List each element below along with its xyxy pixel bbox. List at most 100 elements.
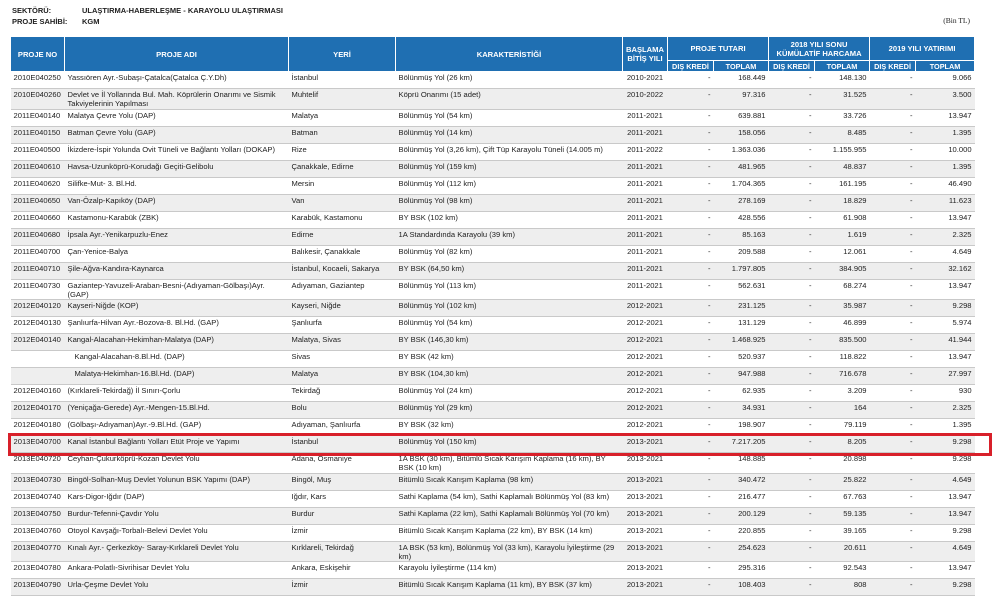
cell-tutar-toplam: 168.449 <box>713 71 769 89</box>
cell-yeri: Edirne <box>288 228 396 246</box>
cell-tutar-toplam: 97.316 <box>713 88 769 110</box>
cell-karakteristik: BY BSK (64,50 km) <box>395 262 623 280</box>
table-row: 2013E040700 Kanal İstanbul Bağlantı Yolla… <box>10 435 975 454</box>
cell-tutar-toplam: 131.129 <box>713 316 769 335</box>
cell-yatirim-toplam: 930 <box>915 384 975 403</box>
cell-proje-adi: Yassıören Ayr.-Subaşı-Çatalca(Çatalca Ç.… <box>64 71 289 89</box>
cell-tutar-toplam: 254.623 <box>713 541 769 563</box>
cell-proje-no: 2013E040770 <box>10 541 65 563</box>
cell-kumulatif-toplam: 835.500 <box>814 333 870 352</box>
cell-yatirim-dis-kredi: - <box>869 109 916 127</box>
cell-yeri: Van <box>288 194 396 212</box>
cell-yatirim-toplam: 41.944 <box>915 333 975 352</box>
cell-proje-adi: Bingöl-Solhan-Muş Devlet Yolunun BSK Yap… <box>64 473 289 491</box>
cell-yatirim-toplam: 9.298 <box>915 299 975 318</box>
cell-proje-adi: Malatya Çevre Yolu (DAP) <box>64 109 289 127</box>
cell-kumulatif-toplam: 20.611 <box>814 541 870 563</box>
cell-tutar-toplam: 231.125 <box>713 299 769 318</box>
cell-yatirim-dis-kredi: - <box>869 316 916 335</box>
cell-proje-no: 2010E040260 <box>10 88 65 110</box>
cell-kumulatif-dis-kredi: - <box>768 211 815 229</box>
cell-proje-no <box>10 350 65 369</box>
cell-proje-adi: (Yeniçağa-Gerede) Ayr.-Mengen-15.Bl.Hd. <box>64 401 289 420</box>
cell-yil: 2013-2021 <box>622 452 668 474</box>
cell-tutar-toplam: 947.988 <box>713 367 769 386</box>
cell-tutar-dis-kredi: - <box>667 435 714 454</box>
cell-tutar-dis-kredi: - <box>667 177 714 195</box>
cell-yil: 2013-2021 <box>622 435 668 454</box>
cell-yatirim-dis-kredi: - <box>869 143 916 161</box>
cell-karakteristik: Sathi Kaplama (22 km), Sathi Kaplamalı B… <box>395 507 623 525</box>
cell-karakteristik: Bölünmüş Yol (3,26 km), Çift Tüp Karayol… <box>395 143 623 161</box>
cell-yeri: Balıkesir, Çanakkale <box>288 245 396 263</box>
cell-proje-adi: Havsa-Uzunköprü-Korudağı Geçiti-Gelibolu <box>64 160 289 178</box>
cell-tutar-dis-kredi: - <box>667 88 714 110</box>
cell-kumulatif-toplam: 8.205 <box>814 435 870 454</box>
table-row: 2013E040780 Ankara-Polatlı-Sivrihisar Dev… <box>10 561 975 580</box>
table-row: 2011E040140 Malatya Çevre Yolu (DAP) Malat… <box>10 109 975 127</box>
cell-yatirim-toplam: 3.500 <box>915 88 975 110</box>
unit-note: (Bin TL) <box>943 16 970 25</box>
cell-yeri: Şanlıurfa <box>288 316 396 335</box>
cell-karakteristik: 1A BSK (53 km), Bölünmüş Yol (33 km), Ka… <box>395 541 623 563</box>
cell-proje-no <box>10 367 65 386</box>
cell-kumulatif-toplam: 18.829 <box>814 194 870 212</box>
cell-tutar-dis-kredi: - <box>667 561 714 580</box>
cell-karakteristik: Bölünmüş Yol (112 km) <box>395 177 623 195</box>
cell-tutar-dis-kredi: - <box>667 126 714 144</box>
cell-yatirim-toplam: 1.395 <box>915 160 975 178</box>
cell-proje-adi: Batman Çevre Yolu (GAP) <box>64 126 289 144</box>
cell-proje-adi: Burdur-Tefenni-Çavdır Yolu <box>64 507 289 525</box>
cell-tutar-toplam: 34.931 <box>713 401 769 420</box>
cell-karakteristik: Bölünmüş Yol (113 km) <box>395 279 623 301</box>
table-row: 2013E040790 Urla-Çeşme Devlet Yolu İzmir Bi… <box>10 578 975 597</box>
cell-yeri: Karabük, Kastamonu <box>288 211 396 229</box>
cell-yatirim-toplam: 4.649 <box>915 541 975 563</box>
cell-tutar-toplam: 639.881 <box>713 109 769 127</box>
cell-proje-no: 2011E040650 <box>10 194 65 212</box>
cell-tutar-dis-kredi: - <box>667 228 714 246</box>
cell-yatirim-dis-kredi: - <box>869 211 916 229</box>
header-toplam: TOPLAM <box>814 60 871 72</box>
header-kumulatif: 2018 YILI SONU KÜMÜLATİF HARCAMA <box>768 36 871 61</box>
cell-karakteristik: 1A BSK (30 km), Bitümlü Sıcak Karışım Ka… <box>395 452 623 474</box>
cell-yil: 2013-2021 <box>622 561 668 580</box>
cell-tutar-dis-kredi: - <box>667 316 714 335</box>
cell-tutar-dis-kredi: - <box>667 71 714 89</box>
header-proje-tutari: PROJE TUTARI <box>666 36 770 61</box>
cell-proje-no: 2011E040500 <box>10 143 65 161</box>
cell-yeri: Tekirdağ <box>288 384 396 403</box>
highlight-box <box>8 432 992 456</box>
cell-kumulatif-toplam: 1.155.955 <box>814 143 870 161</box>
cell-karakteristik: Bitümlü Sıcak Karışım Kaplama (98 km) <box>395 473 623 491</box>
cell-tutar-dis-kredi: - <box>667 160 714 178</box>
cell-yatirim-dis-kredi: - <box>869 194 916 212</box>
cell-yeri: Adıyaman, Gaziantep <box>288 279 396 301</box>
table-row: 2011E040730 Gaziantep-Yavuzeli-Araban-Bes… <box>10 279 975 301</box>
cell-yatirim-toplam: 9.298 <box>915 578 975 597</box>
cell-karakteristik: BY BSK (146,30 km) <box>395 333 623 352</box>
cell-karakteristik: Bölünmüş Yol (82 km) <box>395 245 623 263</box>
cell-tutar-toplam: 216.477 <box>713 490 769 508</box>
cell-proje-adi: (Kırklareli-Tekirdağ) İl Sınırı-Çorlu <box>64 384 289 403</box>
cell-yatirim-dis-kredi: - <box>869 88 916 110</box>
cell-tutar-dis-kredi: - <box>667 524 714 542</box>
cell-proje-adi: Ankara-Polatlı-Sivrihisar Devlet Yolu <box>64 561 289 580</box>
cell-proje-adi: Devlet ve İl Yollarında Bul. Mah. Köprül… <box>64 88 289 110</box>
cell-karakteristik: 1A Standardında Karayolu (39 km) <box>395 228 623 246</box>
cell-kumulatif-toplam: 61.908 <box>814 211 870 229</box>
cell-yatirim-toplam: 13.947 <box>915 350 975 369</box>
cell-proje-no: 2011E040660 <box>10 211 65 229</box>
cell-yatirim-toplam: 46.490 <box>915 177 975 195</box>
cell-yatirim-toplam: 13.947 <box>915 279 975 301</box>
cell-tutar-toplam: 85.163 <box>713 228 769 246</box>
cell-kumulatif-toplam: 808 <box>814 578 870 597</box>
cell-tutar-toplam: 340.472 <box>713 473 769 491</box>
cell-yatirim-dis-kredi: - <box>869 578 916 597</box>
table-row: 2010E040250 Yassıören Ayr.-Subaşı-Çatalca… <box>10 71 975 89</box>
cell-yatirim-toplam: 13.947 <box>915 561 975 580</box>
owner-label: PROJE SAHİBİ: <box>12 17 68 26</box>
sector-value: ULAŞTIRMA-HABERLEŞME - KARAYOLU ULAŞTIRM… <box>82 6 283 15</box>
cell-yeri: Adana, Osmaniye <box>288 452 396 474</box>
cell-tutar-dis-kredi: - <box>667 333 714 352</box>
